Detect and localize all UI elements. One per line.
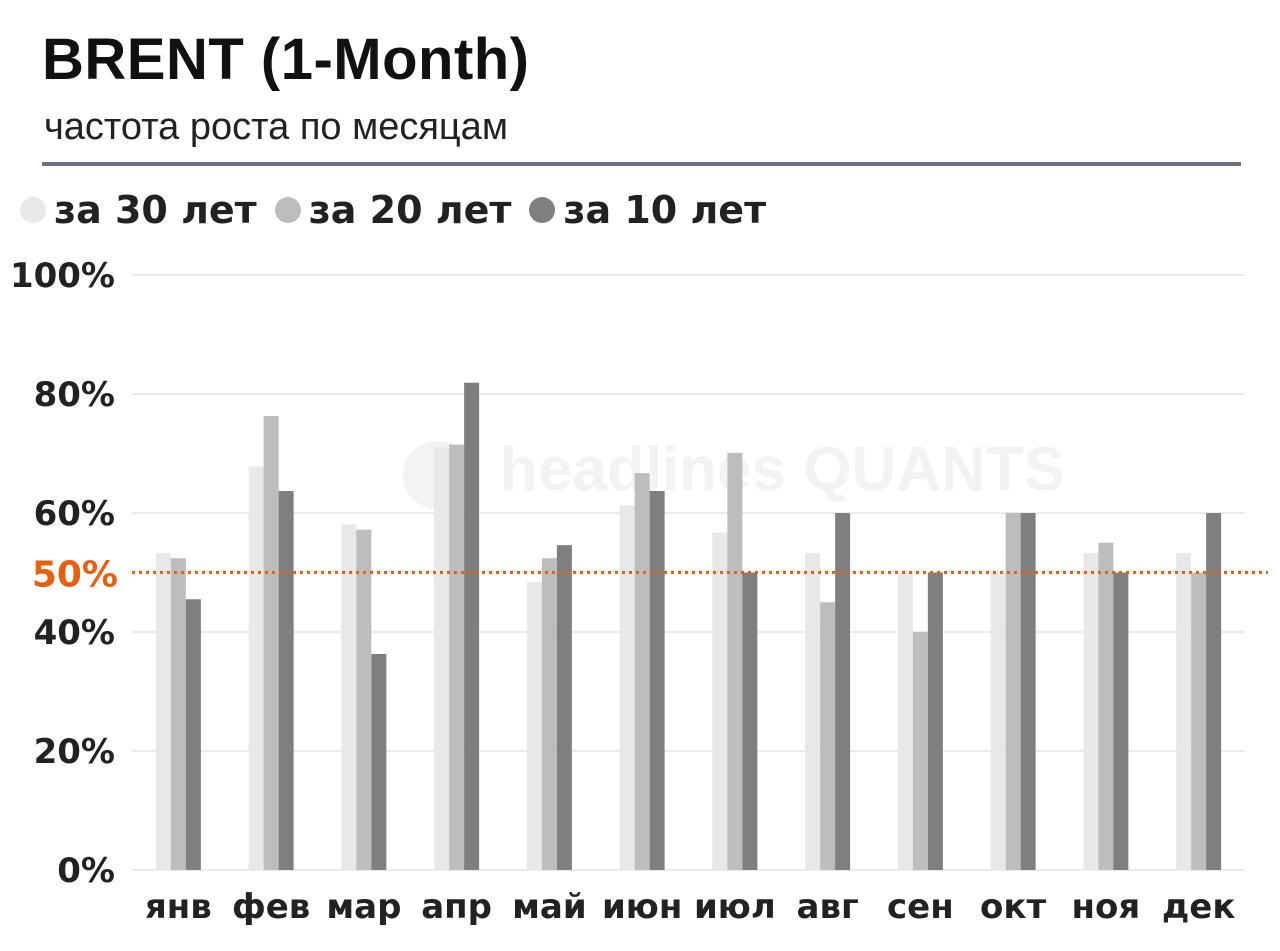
bar-фев-1: [263, 416, 279, 870]
legend-swatch: [274, 197, 301, 223]
bar-янв-1: [170, 558, 186, 870]
bar-апр-1: [449, 444, 465, 870]
x-tick-label: окт: [980, 887, 1046, 927]
legend-item-10y: за 10 лет: [529, 188, 766, 232]
bar-май-1: [541, 558, 557, 870]
chart-subtitle: частота роста по месяцам: [44, 106, 508, 148]
bar-июл-1: [727, 452, 743, 870]
x-tick-label: июн: [602, 887, 682, 927]
bar-дек-0: [1176, 552, 1192, 870]
bar-янв-2: [185, 599, 201, 870]
bar-фев-0: [248, 466, 264, 870]
x-tick-label: ноя: [1072, 887, 1141, 927]
bar-ноя-1: [1098, 542, 1114, 870]
bar-окт-1: [1005, 513, 1021, 870]
bar-мар-0: [341, 524, 357, 870]
bar-сен-1: [912, 632, 928, 870]
bar-июн-0: [619, 505, 635, 870]
x-tick-label: фев: [232, 887, 310, 927]
bar-дек-1: [1191, 572, 1207, 870]
bar-ноя-2: [1113, 572, 1129, 870]
bar-апр-2: [464, 382, 480, 870]
y-tick-label: 20%: [34, 732, 115, 772]
bar-мар-2: [371, 654, 387, 870]
bar-авг-0: [805, 552, 821, 870]
bar-июн-2: [649, 490, 665, 870]
x-tick-label: авг: [797, 887, 859, 927]
reference-line-label: 50%: [32, 555, 118, 596]
legend-label: за 30 лет: [54, 188, 257, 232]
bar-фев-2: [278, 490, 294, 870]
bar-июл-0: [712, 532, 728, 870]
y-tick-label: 100%: [10, 256, 115, 296]
bar-июл-2: [742, 572, 758, 870]
x-tick-label: июл: [694, 887, 776, 927]
x-tick-label: сен: [887, 887, 954, 927]
bar-дек-2: [1206, 513, 1222, 870]
legend-swatch: [20, 197, 46, 223]
y-tick-label: 40%: [34, 613, 115, 653]
bar-окт-2: [1020, 513, 1036, 870]
y-tick-label: 60%: [34, 494, 115, 534]
bar-апр-0: [434, 447, 450, 870]
legend-label: за 10 лет: [563, 188, 767, 232]
y-tick-label: 0%: [57, 851, 115, 891]
x-tick-label: янв: [145, 887, 212, 927]
x-tick-label: мар: [326, 887, 401, 927]
bar-ноя-0: [1083, 552, 1099, 870]
chart-title: BRENT (1-Month): [42, 27, 530, 92]
legend-item-30y: за 30 лет: [20, 188, 257, 232]
bar-сен-0: [897, 572, 913, 870]
legend: за 30 лет за 20 лет за 10 лет: [20, 188, 766, 232]
bar-окт-0: [990, 572, 1006, 870]
bar-май-2: [556, 545, 572, 870]
x-tick-label: май: [512, 887, 587, 927]
bar-май-0: [526, 582, 542, 870]
watermark: headlines QUANTS: [500, 435, 1065, 504]
header-divider: [42, 162, 1241, 166]
x-tick-label: апр: [421, 887, 492, 927]
bar-мар-1: [356, 529, 372, 870]
bar-июн-1: [634, 473, 650, 870]
bar-сен-2: [927, 572, 943, 870]
y-tick-label: 80%: [34, 375, 115, 415]
legend-label: за 20 лет: [308, 188, 512, 232]
legend-item-20y: за 20 лет: [274, 188, 512, 232]
x-tick-label: дек: [1162, 887, 1236, 927]
legend-swatch: [529, 197, 556, 223]
bar-авг-1: [820, 602, 836, 870]
bar-авг-2: [835, 513, 851, 870]
bar-янв-0: [155, 552, 171, 870]
